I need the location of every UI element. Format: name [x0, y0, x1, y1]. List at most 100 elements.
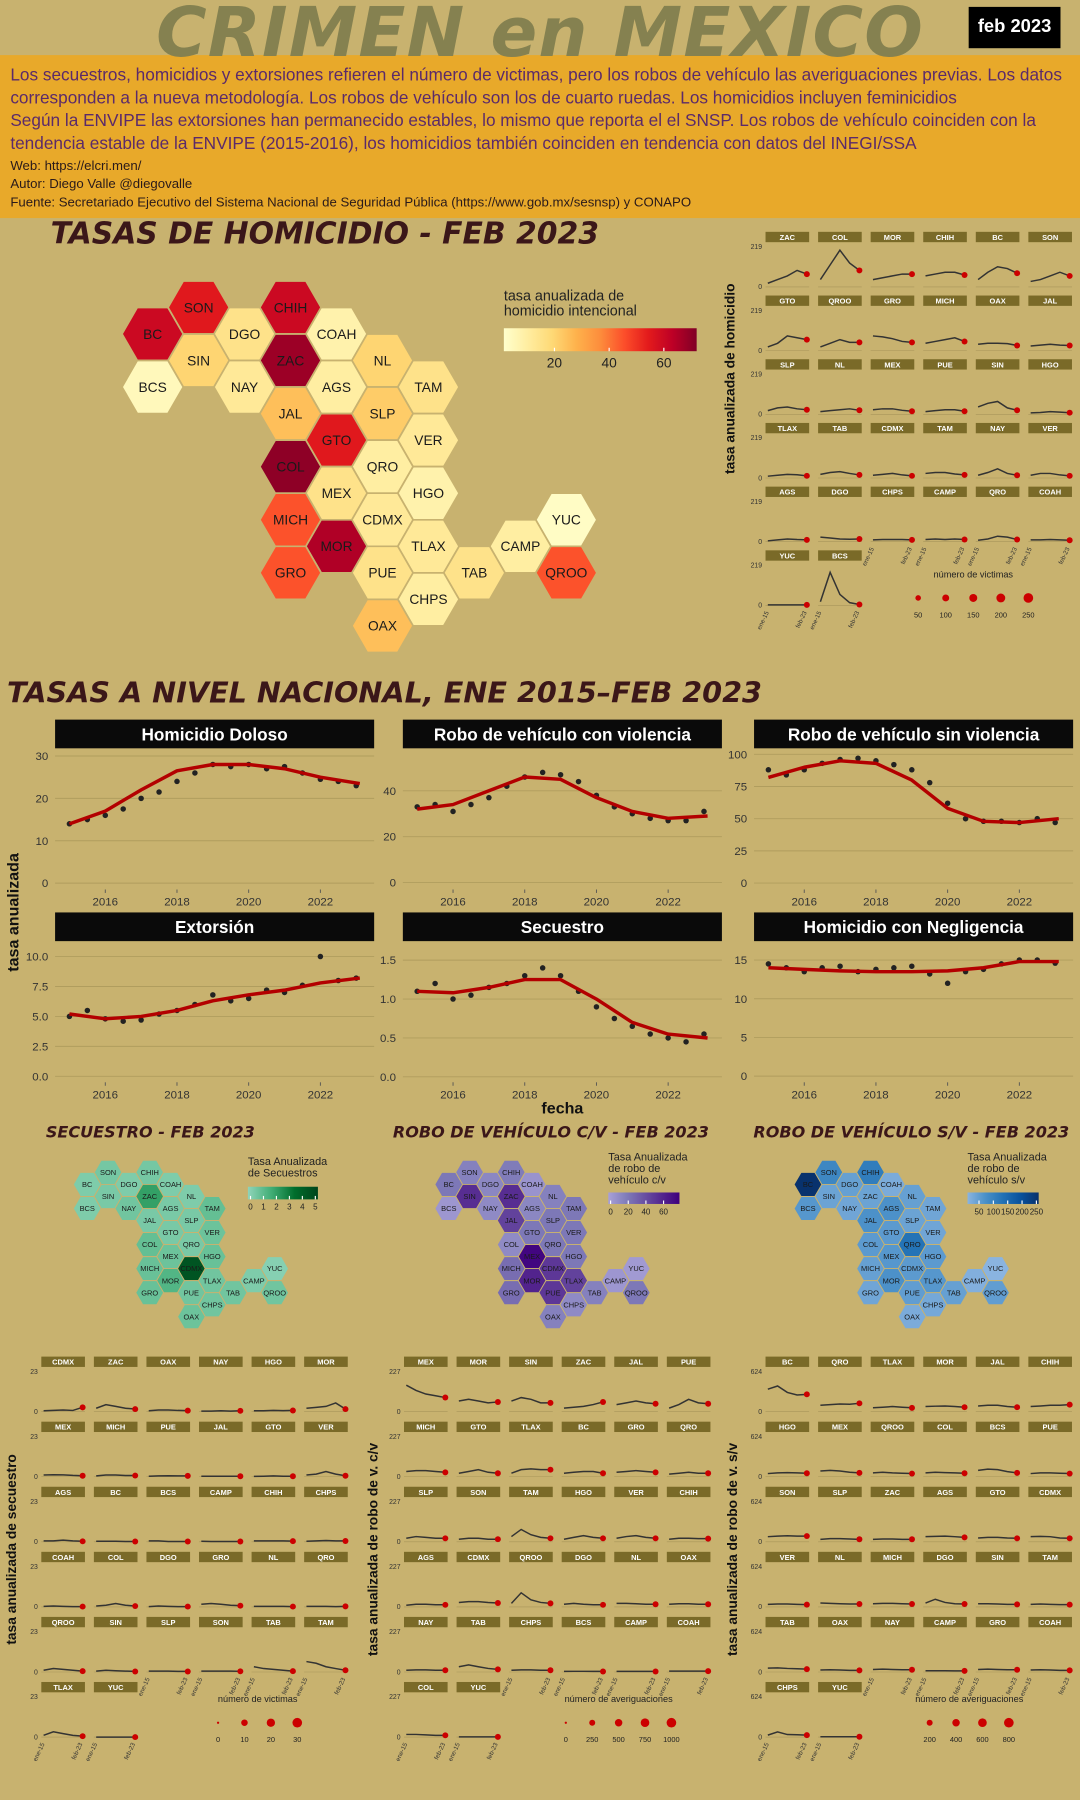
y-tick-label: 624	[751, 1564, 763, 1571]
state-label: JAL	[505, 1216, 518, 1225]
panel-label: MOR	[317, 1358, 335, 1367]
sparkline	[201, 1602, 241, 1607]
panel-header	[975, 231, 1020, 243]
state-label: NL	[907, 1192, 917, 1201]
panel-label: HGO	[1042, 360, 1059, 369]
sparkline	[458, 1468, 498, 1474]
panel-header	[146, 1356, 191, 1367]
y-tick-label: 0	[397, 1669, 401, 1676]
state-label: NAY	[483, 1204, 498, 1213]
state-label: CHIH	[861, 1168, 879, 1177]
data-point	[557, 972, 564, 979]
last-point	[342, 1472, 349, 1479]
state-hex	[258, 545, 323, 601]
panel-header	[765, 295, 810, 306]
sparkline	[96, 1474, 136, 1477]
last-point	[652, 1400, 659, 1407]
panel-header	[614, 1356, 658, 1367]
panel-header	[923, 295, 967, 306]
panel-label: NL	[835, 360, 845, 369]
panel-label: SON	[779, 1488, 795, 1497]
state-label: VER	[566, 1228, 582, 1237]
last-point	[237, 1473, 244, 1480]
x-tick-label: 2022	[1007, 1089, 1033, 1101]
size-legend-dot	[978, 1718, 987, 1728]
state-label: QROO	[984, 1288, 1007, 1297]
data-point	[765, 767, 772, 773]
last-point	[961, 536, 968, 543]
x-tick-label: 2022	[655, 1089, 681, 1101]
panel-header	[765, 231, 810, 243]
panel-header	[870, 1421, 915, 1433]
sparkline	[406, 1733, 446, 1737]
x-tick-label: 2018	[164, 1089, 190, 1101]
last-point	[442, 1667, 449, 1674]
panel-label: QROO	[520, 1553, 543, 1562]
last-point	[184, 1603, 191, 1610]
last-point	[79, 1538, 86, 1545]
panel-label: CDMX	[1039, 1488, 1061, 1497]
state-label: SON	[821, 1168, 837, 1177]
state-label: SON	[100, 1168, 116, 1177]
x-tick-label: 2022	[308, 897, 334, 909]
last-point	[547, 1399, 554, 1406]
panel-label: MICH	[106, 1423, 125, 1432]
state-label: BC	[82, 1180, 93, 1189]
state-label: HGO	[413, 486, 445, 501]
sparkline	[925, 337, 965, 345]
panel-label: BC	[578, 1423, 589, 1432]
state-label: SLP	[546, 1216, 560, 1225]
size-legend-label: 600	[976, 1735, 988, 1744]
panel-label: COAH	[678, 1618, 700, 1627]
size-legend-title: número de victimas	[934, 569, 1014, 579]
section-title: SECUESTRO - FEB 2023	[46, 1122, 255, 1141]
last-point	[1014, 1469, 1021, 1476]
state-label: CDMX	[362, 513, 403, 528]
state-hex	[981, 1280, 1010, 1306]
sparkline	[458, 1600, 498, 1604]
sparkline	[669, 1602, 709, 1606]
panel-label: JAL	[214, 1423, 229, 1432]
panel-label: TAB	[266, 1618, 281, 1627]
last-point	[803, 1601, 810, 1608]
state-label: MOR	[162, 1276, 180, 1285]
panel-label: SON	[1042, 233, 1058, 242]
panel-title-bar	[55, 912, 375, 942]
panel-label: TLAX	[53, 1683, 72, 1692]
panel-header	[403, 1486, 448, 1498]
state-label: MICH	[140, 1264, 159, 1273]
last-point	[803, 406, 810, 413]
last-point	[600, 1601, 606, 1608]
last-point	[705, 1601, 712, 1608]
paragraph: Los secuestros, homicidios y extorsiones…	[10, 65, 1062, 108]
sparkline	[43, 1406, 83, 1412]
legend-title: homicidio intencional	[504, 304, 637, 320]
panel-header	[870, 486, 915, 497]
state-label: COL	[276, 459, 305, 474]
panel-header	[870, 1551, 915, 1563]
sparkline	[767, 473, 807, 477]
panel-label: MOR	[936, 1358, 954, 1367]
section-title: ROBO DE VEHÍCULO C/V - FEB 2023	[393, 1122, 709, 1141]
x-tick-label: 2016	[93, 897, 119, 909]
panel-label: BC	[992, 233, 1003, 242]
state-label: QROO	[625, 1288, 648, 1297]
panel-label: MEX	[418, 1358, 434, 1367]
state-label: ZAC	[142, 1192, 158, 1201]
x-tick-label: 2020	[584, 1089, 610, 1101]
state-label: TAB	[226, 1288, 240, 1297]
panel-label: GTO	[265, 1423, 281, 1432]
panel-header	[975, 1616, 1020, 1628]
state-label: PUE	[545, 1288, 560, 1297]
y-tick-label: 5	[741, 1032, 747, 1044]
y-tick-label: 0	[758, 1474, 762, 1481]
last-point	[132, 1668, 139, 1675]
sparkline	[820, 1668, 860, 1672]
state-label: JAL	[279, 406, 303, 421]
panel-label: GTO	[779, 297, 795, 306]
sparkline	[1030, 472, 1070, 477]
panel-label: SON	[470, 1488, 486, 1497]
panel-label: SLP	[780, 360, 795, 369]
last-point	[856, 1469, 863, 1476]
